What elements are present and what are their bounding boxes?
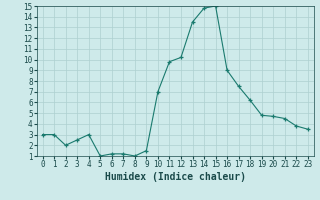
X-axis label: Humidex (Indice chaleur): Humidex (Indice chaleur) <box>105 172 246 182</box>
